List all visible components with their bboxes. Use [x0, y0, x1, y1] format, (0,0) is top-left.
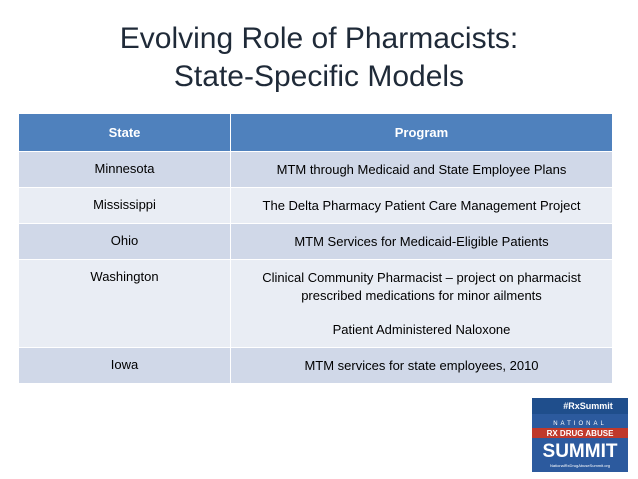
program-text: Patient Administered Naloxone	[332, 322, 511, 337]
state-cell: Iowa	[18, 347, 231, 384]
table-row: Iowa MTM services for state employees, 20…	[18, 347, 613, 384]
header-cell: Program	[230, 113, 613, 152]
program-cell: MTM Services for Medicaid-Eligible Patie…	[230, 223, 613, 260]
title-line: State-Specific Models	[173, 60, 465, 93]
table-row: Ohio MTM Services for Medicaid-Eligible P…	[18, 223, 613, 260]
table-row: Washington Clinical Community Pharmacist …	[18, 259, 613, 348]
program-cell: Clinical Community Pharmacist – project …	[230, 259, 613, 348]
logo-url: NationalRxDrugAbuseSummit.org	[550, 463, 610, 468]
program-text: MTM through Medicaid and State Employee …	[276, 162, 567, 177]
program-cell: MTM through Medicaid and State Employee …	[230, 151, 613, 188]
program-cell: The Delta Pharmacy Patient Care Manageme…	[230, 187, 613, 224]
header-row: State Program	[18, 113, 613, 152]
state-cell: Washington	[18, 259, 231, 348]
program-text: MTM Services for Medicaid-Eligible Patie…	[294, 234, 549, 249]
title-line: Evolving Role of Pharmacists:	[119, 22, 519, 55]
program-text: MTM services for state employees, 2010	[304, 358, 539, 373]
table-row: Minnesota MTM through Medicaid and State …	[18, 151, 613, 188]
logo-stripe	[532, 428, 628, 438]
program-text: Clinical Community Pharmacist – project …	[262, 270, 581, 303]
table-row: Mississippi The Delta Pharmacy Patient Ca…	[18, 187, 613, 224]
slide-title: Evolving Role of Pharmacists: State-Spec…	[0, 20, 638, 96]
state-cell: Mississippi	[18, 187, 231, 224]
logo-body	[532, 414, 628, 472]
logo-text: RX DRUG ABUSE	[547, 429, 614, 438]
logo-text: NATIONAL	[553, 421, 607, 427]
program-text: The Delta Pharmacy Patient Care Manageme…	[262, 198, 581, 213]
state-cell: Minnesota	[18, 151, 231, 188]
programs-table: State Program Minnesota MTM through Medic…	[18, 113, 613, 384]
state-cell: Ohio	[18, 223, 231, 260]
program-cell: MTM services for state employees, 2010	[230, 347, 613, 384]
logo-bar	[532, 398, 628, 414]
header-cell: State	[18, 113, 231, 152]
logo-text: SUMMIT	[543, 441, 618, 462]
logo-hashtag: #RxSummit	[563, 401, 613, 411]
summit-logo: #RxSummit NATIONAL RX DRUG ABUSE SUMMIT …	[532, 398, 628, 472]
table-body: Minnesota MTM through Medicaid and State …	[18, 151, 613, 384]
